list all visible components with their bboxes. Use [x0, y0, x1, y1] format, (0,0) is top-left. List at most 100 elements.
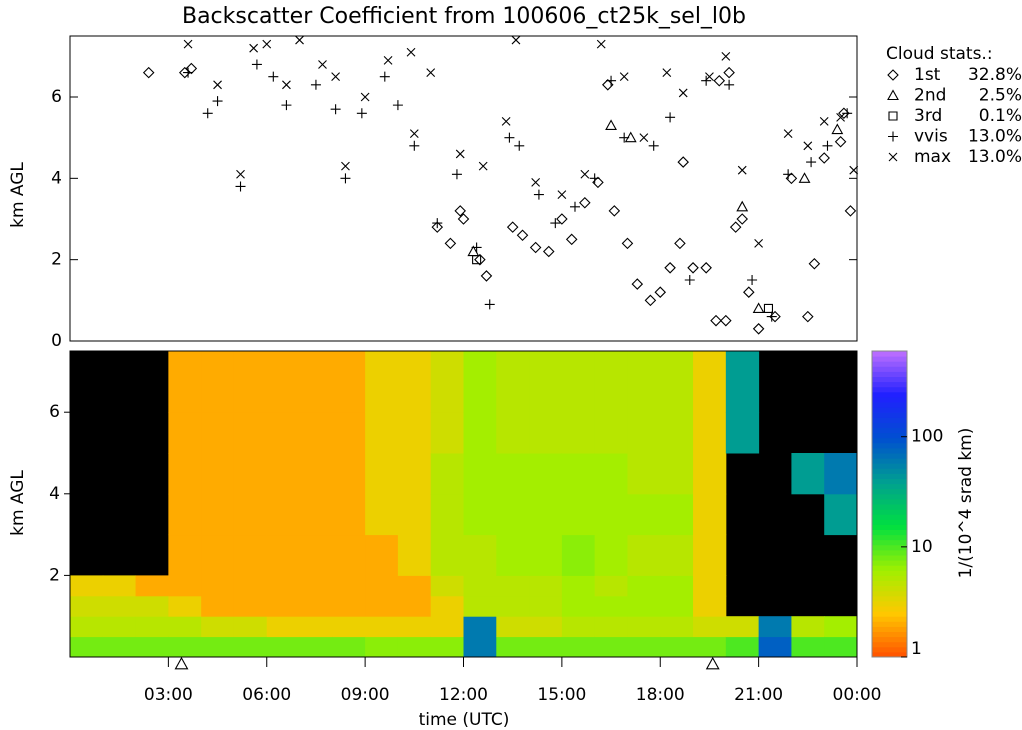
heatmap-cell: [693, 351, 727, 413]
colorbar-swatch: [872, 641, 907, 648]
heatmap-cell: [430, 534, 464, 576]
data-point: [341, 161, 350, 171]
data-point: [472, 255, 482, 265]
colorbar-swatch: [872, 402, 907, 408]
data-point: [444, 237, 457, 250]
heatmap-cell: [561, 616, 596, 638]
heatmap-cell: [430, 575, 464, 597]
legend-label: 1st: [914, 65, 941, 85]
legend-symbol: [887, 89, 899, 101]
heatmap-cell: [168, 534, 202, 576]
heatmap-cell: [299, 534, 333, 576]
colorbar-swatch: [872, 560, 907, 566]
heatmap-cell: [627, 412, 661, 454]
heatmap-cell: [299, 493, 333, 536]
legend-value: 0.1%: [979, 106, 1022, 126]
colorbar-swatch: [872, 514, 907, 520]
colorbar-swatch: [872, 351, 907, 357]
heatmap-cell: [693, 575, 727, 597]
heatmap-cell: [660, 351, 694, 413]
data-point: [619, 132, 630, 143]
heatmap-cell: [594, 493, 628, 536]
data-point: [606, 75, 617, 86]
x-tick-label: 03:00: [144, 685, 193, 705]
heatmap-cell: [561, 575, 596, 597]
heatmap-cell: [660, 534, 694, 576]
data-point: [736, 200, 749, 212]
heatmap-cell: [463, 595, 497, 617]
colorbar-swatch: [872, 453, 907, 459]
heatmap-cell: [758, 616, 792, 638]
data-point: [511, 35, 521, 45]
heatmap-cell: [496, 453, 530, 495]
colorbar-swatch: [872, 611, 907, 617]
heatmap-cell: [529, 453, 563, 495]
data-point: [737, 165, 747, 175]
data-point: [504, 132, 515, 143]
heatmap-cell: [201, 493, 235, 536]
data-point: [608, 205, 621, 217]
colorbar-swatch: [872, 458, 907, 464]
heatmap-cell: [693, 453, 727, 495]
heatmap-cell: [365, 534, 399, 576]
colorbar-swatch: [872, 600, 907, 607]
colorbar-swatch: [872, 366, 907, 372]
heatmap-cell: [266, 412, 301, 454]
data-point: [754, 239, 764, 248]
colorbar-swatch: [872, 544, 907, 551]
data-point: [631, 278, 644, 290]
heatmap-cell: [693, 493, 727, 536]
colorbar-swatch: [872, 565, 907, 571]
data-point: [701, 75, 712, 86]
heatmap-cell: [233, 636, 268, 658]
data-point: [596, 39, 606, 49]
colorbar-swatch: [872, 468, 907, 474]
legend-value: 13.0%: [968, 147, 1022, 167]
data-point: [142, 66, 155, 79]
data-point: [662, 68, 672, 77]
heatmap-cell: [693, 534, 727, 576]
heatmap-cell: [168, 493, 202, 536]
heatmap-cell: [332, 636, 366, 658]
heatmap-cell: [496, 493, 530, 536]
y-tick-label: 2: [51, 250, 62, 270]
colorbar-swatch: [872, 524, 907, 530]
colorbar-swatch: [872, 534, 907, 541]
data-point: [484, 299, 495, 310]
data-point: [409, 129, 419, 138]
heatmap-cell: [365, 453, 399, 495]
heatmap-cell: [693, 636, 727, 658]
heatmap-cell: [496, 412, 530, 454]
heatmap-cell: [233, 493, 268, 536]
heatmap-cell: [201, 534, 235, 576]
heatmap-cell: [529, 534, 563, 576]
data-point: [724, 79, 735, 90]
colorbar-swatch: [872, 412, 907, 418]
heatmap-cell: [365, 412, 399, 454]
heatmap-cell: [627, 493, 661, 536]
heatmap-cell: [332, 351, 366, 413]
heatmap-cell: [660, 636, 694, 658]
heatmap-cell: [561, 493, 596, 536]
heatmap-cell: [430, 595, 464, 617]
heatmap-cell: [332, 493, 366, 536]
data-point: [318, 60, 327, 69]
data-point: [533, 189, 544, 200]
heatmap-cell: [529, 575, 563, 597]
data-point: [743, 286, 755, 298]
heatmap-cell: [201, 351, 235, 413]
data-point: [330, 104, 341, 115]
heatmap-cell: [168, 575, 202, 597]
heatmap-cell: [299, 575, 333, 597]
heatmap-cell: [201, 453, 235, 495]
data-point: [282, 80, 291, 90]
heatmap-cell: [365, 493, 399, 536]
heatmap-cell: [660, 412, 694, 454]
heatmap-cell: [430, 636, 464, 658]
data-point: [506, 221, 519, 233]
heatmap-cell: [299, 412, 333, 454]
data-point: [619, 72, 629, 82]
heatmap-cell: [266, 616, 301, 638]
legend-label: 3rd: [914, 106, 942, 126]
heatmap-cell: [201, 575, 235, 597]
